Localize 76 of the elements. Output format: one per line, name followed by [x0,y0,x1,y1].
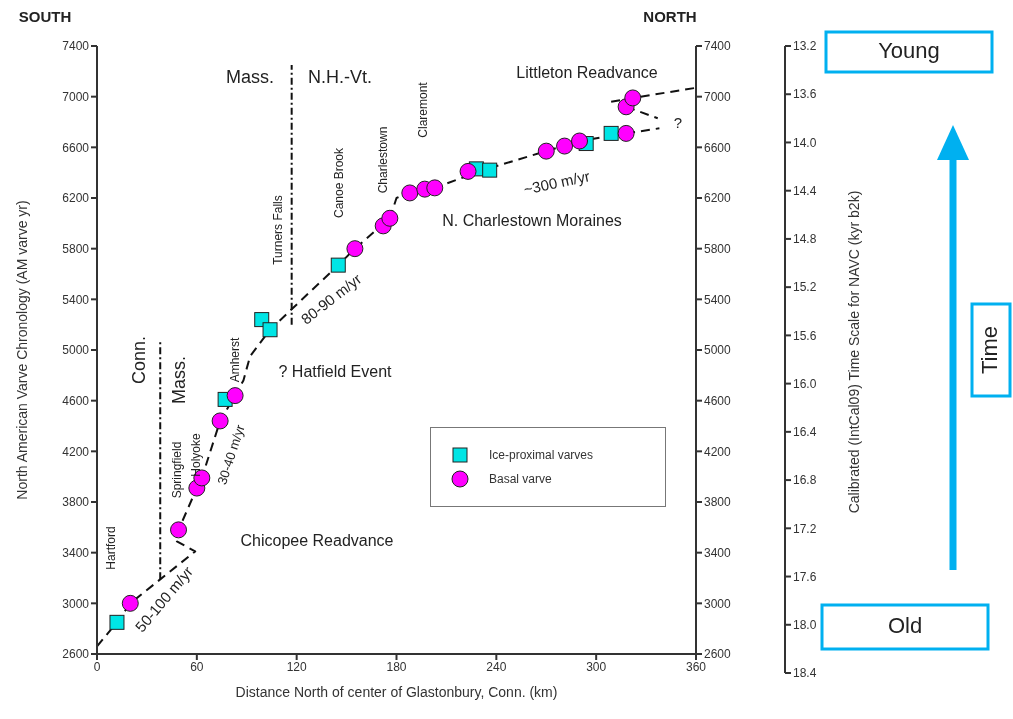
x-tick-label: 240 [486,659,507,674]
y3-tick-label: 13.6 [793,87,817,102]
annotation: ? [673,113,683,131]
text: NORTH [643,7,697,25]
y3-tick-label: 17.2 [793,521,817,536]
y3-tick-label: 14.4 [793,183,817,198]
y2-tick-label: 5800 [704,241,732,256]
y-axis-title: North American Varve Chronology (AM varve yr) [13,200,30,500]
annotation: 30-40 m/yr [214,422,248,487]
x-tick-label: 120 [286,659,307,674]
x-tick-label: 360 [685,659,707,674]
y3-tick-label: 18.4 [793,666,817,681]
annotation: Mass. [168,355,189,405]
y2-tick-label: 4200 [704,444,732,459]
annotation: Mass. [225,66,275,87]
annotation: ~300 m/yr [522,167,592,198]
y2-tick-label: 6200 [704,191,732,206]
y-tick-label: 5800 [62,241,90,256]
annotation: Conn. [128,335,149,385]
text: Young [878,37,940,63]
x-tick-label: 180 [386,659,407,674]
y3-tick-label: 15.6 [793,328,817,343]
y-tick-label: 2600 [62,647,90,662]
y3-tick-label: 14.0 [793,135,817,150]
x-tick-label: 60 [190,659,204,674]
annotation: N.H.-Vt. [307,66,373,87]
y2-tick-label: 6600 [704,140,732,155]
y-tick-label: 5000 [62,343,90,358]
y3-tick-label: 14.8 [793,232,817,247]
annotation: Claremont [416,81,431,138]
y-tick-label: 7000 [62,89,90,104]
y-tick-label: 4600 [62,393,90,408]
annotation: N. Charlestown Moraines [442,212,622,230]
y-tick-label: 3400 [62,545,90,560]
x-axis-title: Distance North of center of Glastonbury, Conn. (km) [235,684,558,700]
y3-tick-label: 13.2 [793,39,817,54]
y-tick-label: 4200 [62,444,90,459]
annotation: Hartford [104,526,119,570]
y-tick-label: 5400 [62,292,90,307]
y3-tick-label: 17.6 [793,569,817,584]
y-tick-label: 3800 [62,495,90,510]
y-tick-label: 6600 [62,140,90,155]
y-tick-label: 7400 [62,39,90,54]
y2-tick-label: 3400 [704,545,732,560]
annotation: Amherst [228,337,243,383]
text: Time [976,325,1002,375]
y2-tick-label: 7000 [704,89,732,104]
y2-tick-label: 3000 [704,596,732,611]
annotation: Littleton Readvance [516,64,658,82]
text: SOUTH [18,7,72,25]
x-tick-label: 0 [93,659,101,674]
y-tick-label: 6200 [62,191,90,206]
y3-tick-label: 16.8 [793,473,817,488]
x-tick-label: 300 [586,659,607,674]
annotation: Turners Falls [271,195,286,265]
annotation: Holyoke [189,433,204,477]
y2-tick-label: 2600 [704,647,732,662]
annotation: Canoe Brook [332,146,347,219]
y3-tick-label: 15.2 [793,280,817,295]
legend-label: Basal varve [489,472,552,486]
text: Old [887,612,923,638]
legend-label: Ice-proximal varves [489,448,594,462]
annotation: Chicopee Readvance [240,532,394,550]
y3-tick-label: 18.0 [793,618,817,633]
y3-tick-label: 16.0 [793,376,817,391]
annotation: Springfield [170,441,185,499]
y2-tick-label: 3800 [704,495,732,510]
y2-tick-label: 5400 [704,292,732,307]
y2-tick-label: 4600 [704,393,732,408]
annotation: ? Hatfield Event [278,363,393,381]
annotation: Charlestown [376,126,391,194]
y3-axis-title: Calibrated (IntCal09) Time Scale for NAVC (kyr b2k) [845,190,862,514]
y-tick-label: 3000 [62,596,90,611]
y2-tick-label: 5000 [704,343,732,358]
y2-tick-label: 7400 [704,39,732,54]
y3-tick-label: 16.4 [793,425,817,440]
